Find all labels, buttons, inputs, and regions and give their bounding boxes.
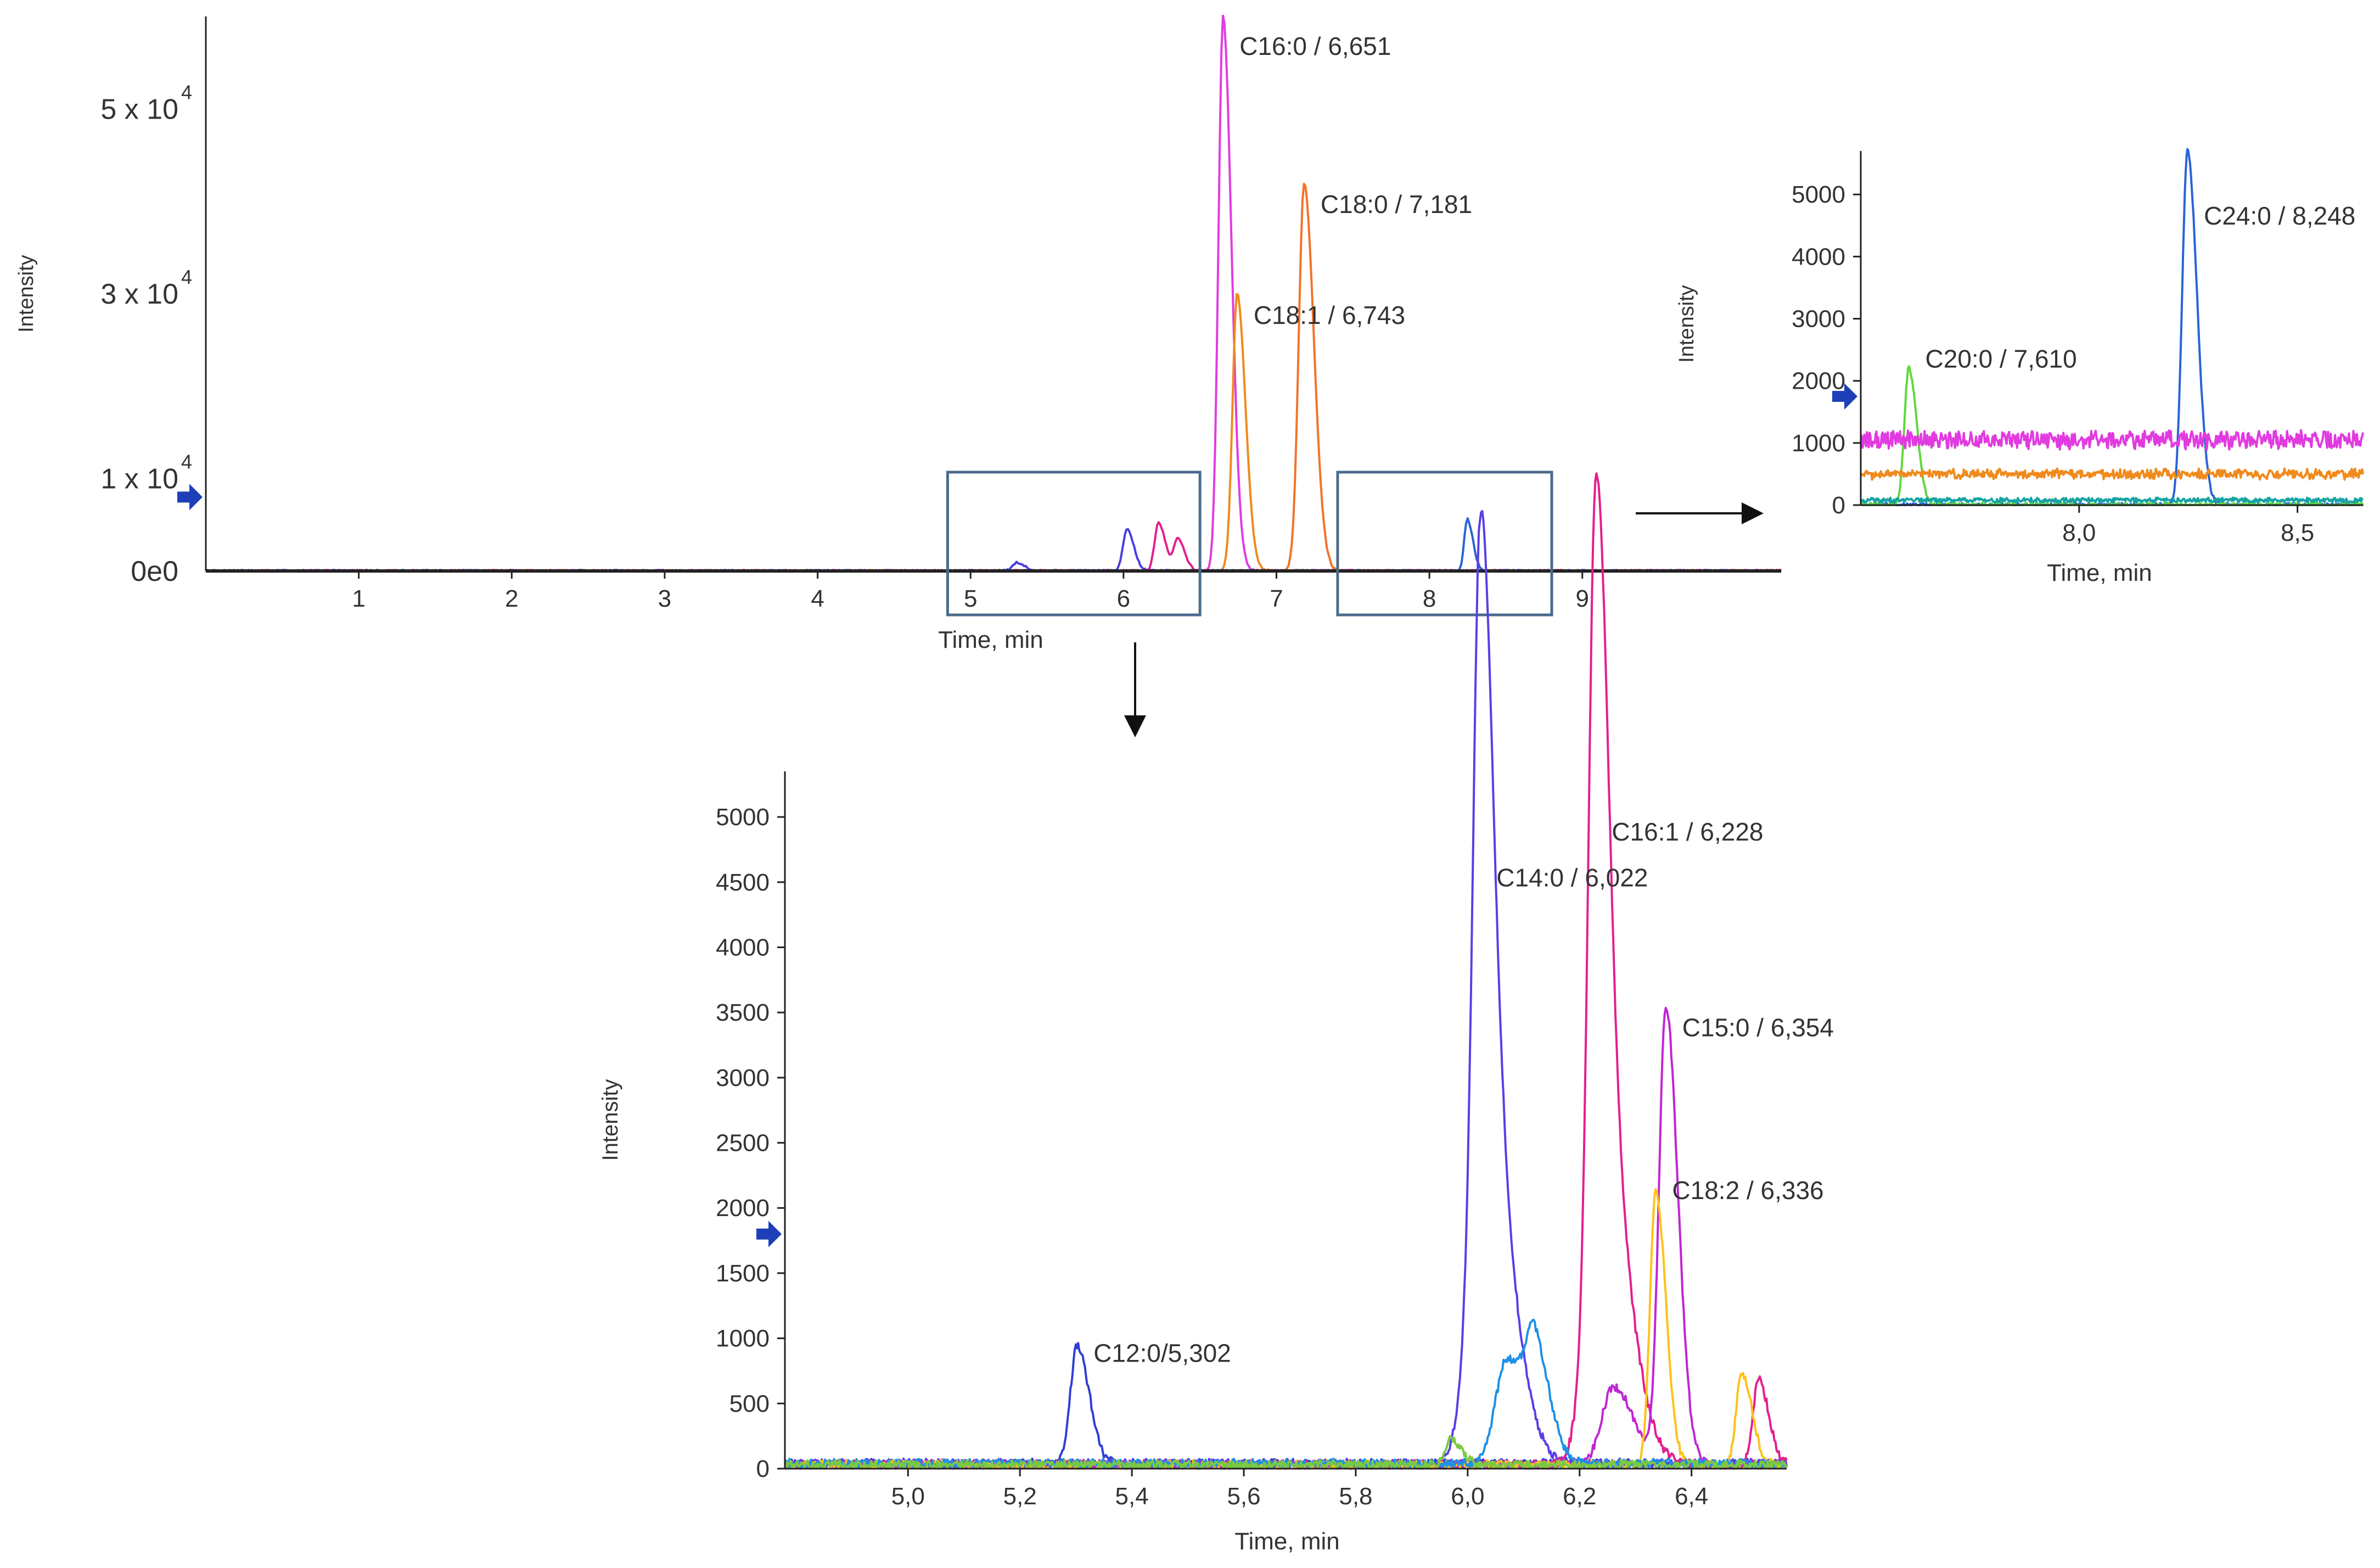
late-inset-y-ticks: 0 1000 2000 3000 4000 5000 — [1792, 181, 1861, 519]
inset-early-x-tick-label: 6,4 — [1675, 1483, 1708, 1510]
overview-y-tick-label: 3 x 10 — [100, 278, 178, 310]
inset-early-y-tick-label: 1000 — [716, 1325, 770, 1352]
inset-early-x-tick-label: 5,4 — [1115, 1483, 1149, 1510]
inset-early-peak-label-c16-1: C16:1 / 6,228 — [1612, 817, 1763, 846]
overview-x-tick-label: 2 — [505, 585, 518, 612]
inset-early-series-c12-0 — [784, 1342, 1788, 1470]
overview-y-tick-exponent: 4 — [181, 81, 192, 103]
overview-x-tick-label: 3 — [658, 585, 671, 612]
overview-peak-label-c16-0: C16:0 / 6,651 — [1239, 32, 1391, 60]
inset-late-y-tick-label: 3000 — [1792, 306, 1845, 333]
overview-series-c18-0 — [205, 182, 1782, 572]
early-inset-x-ticks: 5,0 5,2 5,4 5,6 5,8 6,0 6,2 6,4 — [891, 1469, 1708, 1510]
overview-y-tick-label: 5 x 10 — [100, 93, 178, 125]
overview-x-tick-label: 5 — [964, 585, 977, 612]
inset-early-series-c16-1 — [784, 472, 1788, 1470]
inset-early-x-tick-label: 5,6 — [1227, 1483, 1260, 1510]
overview-x-tick-label: 8 — [1423, 585, 1436, 612]
overview-series-c18-1 — [205, 293, 1782, 572]
inset-late-y-tick-label: 1000 — [1792, 430, 1845, 457]
overview-x-ticks: 1 2 3 4 5 6 7 8 9 — [352, 571, 1589, 612]
overview-annotations: C16:0 / 6,651 C18:0 / 7,181 C18:1 / 6,743 — [1239, 32, 1472, 329]
overview-peak-label-c18-0: C18:0 / 7,181 — [1321, 190, 1472, 219]
overview-x-axis-title: Time, min — [938, 626, 1043, 653]
inset-early-y-tick-label: 0 — [756, 1455, 770, 1482]
overview-y-tick-exponent: 4 — [181, 266, 192, 288]
inset-late-series-background-teal — [1860, 496, 2364, 504]
inset-early-y-tick-label: 1500 — [716, 1260, 770, 1287]
inset-late-series-background-orange — [1860, 467, 2364, 481]
inset-late-y-tick-label: 0 — [1832, 492, 1845, 519]
inset-early-x-tick-label: 5,2 — [1003, 1483, 1037, 1510]
inset-early-y-tick-label: 2500 — [716, 1130, 770, 1157]
inset-late-x-tick-label: 8,0 — [2062, 519, 2096, 546]
inset-early-y-tick-label: 3500 — [716, 999, 770, 1026]
overview-series-c16-0 — [205, 14, 1782, 572]
overview-x-tick-label: 7 — [1270, 585, 1283, 612]
inset-early-x-tick-label: 5,8 — [1339, 1483, 1372, 1510]
inset-late-peak-label-c20-0: C20:0 / 7,610 — [1926, 344, 2077, 373]
inset-early-peak-label-c14-0: C14:0 / 6,022 — [1496, 863, 1648, 892]
overview-zoom-boxes — [946, 471, 1553, 617]
late-inset-x-axis-title: Time, min — [2047, 559, 2152, 586]
overview-y-axis-title: Intensity — [15, 255, 38, 333]
overview-zoom-box — [946, 471, 1202, 617]
early-inset-annotations: C12:0/5,302 C14:0 / 6,022 C16:1 / 6,228 C15… — [1093, 817, 1834, 1368]
late-inset-annotations: C24:0 / 8,248 C20:0 / 7,610 — [1926, 201, 2356, 373]
late-region-inset: 8,0 8,5 0 1000 2000 3000 4000 5000 C24:0 / 8,2… — [1675, 148, 2364, 586]
inset-early-y-tick-label: 500 — [729, 1390, 770, 1417]
inset-late-y-tick-label: 2000 — [1792, 368, 1845, 395]
late-inset-y-axis-title: Intensity — [1675, 285, 1698, 363]
inset-early-threshold-arrow-icon — [756, 1220, 782, 1247]
late-inset-threshold-marker — [1832, 383, 1857, 410]
late-inset-x-ticks: 8,0 8,5 — [2062, 505, 2314, 546]
inset-early-y-tick-label: 3000 — [716, 1065, 770, 1091]
overview-series-c14-0 — [205, 528, 1781, 572]
overview-threshold-arrow-icon — [177, 484, 203, 511]
early-inset-y-axis-title: Intensity — [598, 1079, 622, 1161]
inset-late-peak-label-c24-0: C24:0 / 8,248 — [2204, 201, 2355, 230]
inset-early-series-c13-0 — [784, 1435, 1788, 1470]
inset-early-y-tick-label: 4500 — [716, 869, 770, 896]
inset-early-y-tick-label: 5000 — [716, 804, 770, 831]
overview-peak-label-c18-1: C18:1 / 6,743 — [1254, 301, 1405, 329]
overview-x-tick-label: 4 — [811, 585, 824, 612]
overview-x-tick-label: 9 — [1576, 585, 1589, 612]
early-inset-y-ticks: 0 500 1000 1500 2000 2500 3000 3500 4000 4500 5000 — [716, 804, 785, 1482]
overview-x-tick-label: 6 — [1117, 585, 1130, 612]
inset-early-y-tick-label: 4000 — [716, 934, 770, 961]
inset-early-y-tick-label: 2000 — [716, 1195, 770, 1222]
inset-late-y-tick-label: 5000 — [1792, 181, 1845, 208]
early-region-inset: 5,0 5,2 5,4 5,6 5,8 6,0 6,2 6,4 0 500 1000 1500 200… — [598, 472, 1834, 1555]
inset-early-peak-label-c18-2: C18:2 / 6,336 — [1672, 1176, 1823, 1205]
inset-early-peak-label-c12-0: C12:0/5,302 — [1093, 1339, 1231, 1368]
inset-late-threshold-arrow-icon — [1832, 383, 1857, 410]
inset-late-y-tick-label: 4000 — [1792, 243, 1845, 270]
inset-late-series-background-magenta — [1860, 429, 2364, 451]
early-inset-threshold-marker — [756, 1220, 782, 1247]
overview-y-tick-label: 0e0 — [131, 556, 178, 587]
overview-y-tick-exponent: 4 — [181, 451, 192, 473]
overview-series-c24-0 — [205, 517, 1782, 572]
overview-zoom-box — [1336, 471, 1553, 617]
overview-series-layer — [205, 14, 1782, 572]
overview-threshold-marker — [177, 484, 203, 511]
overview-x-tick-label: 1 — [352, 585, 365, 612]
overview-y-tick-label: 1 x 10 — [100, 463, 178, 495]
inset-early-series-c14-1 — [784, 1318, 1788, 1470]
inset-early-series-c15-0 — [784, 1006, 1788, 1470]
inset-early-series-c14-0 — [784, 510, 1788, 1469]
inset-early-x-tick-label: 6,0 — [1451, 1483, 1484, 1510]
inset-early-peak-label-c15-0: C15:0 / 6,354 — [1682, 1013, 1834, 1041]
inset-late-x-tick-label: 8,5 — [2281, 519, 2314, 546]
early-inset-series-layer — [784, 472, 1788, 1470]
early-inset-x-axis-title: Time, min — [1234, 1528, 1340, 1555]
overview-series-c16-1 — [205, 521, 1782, 572]
inset-early-x-tick-label: 5,0 — [891, 1483, 925, 1510]
inset-early-x-tick-label: 6,2 — [1563, 1483, 1596, 1510]
